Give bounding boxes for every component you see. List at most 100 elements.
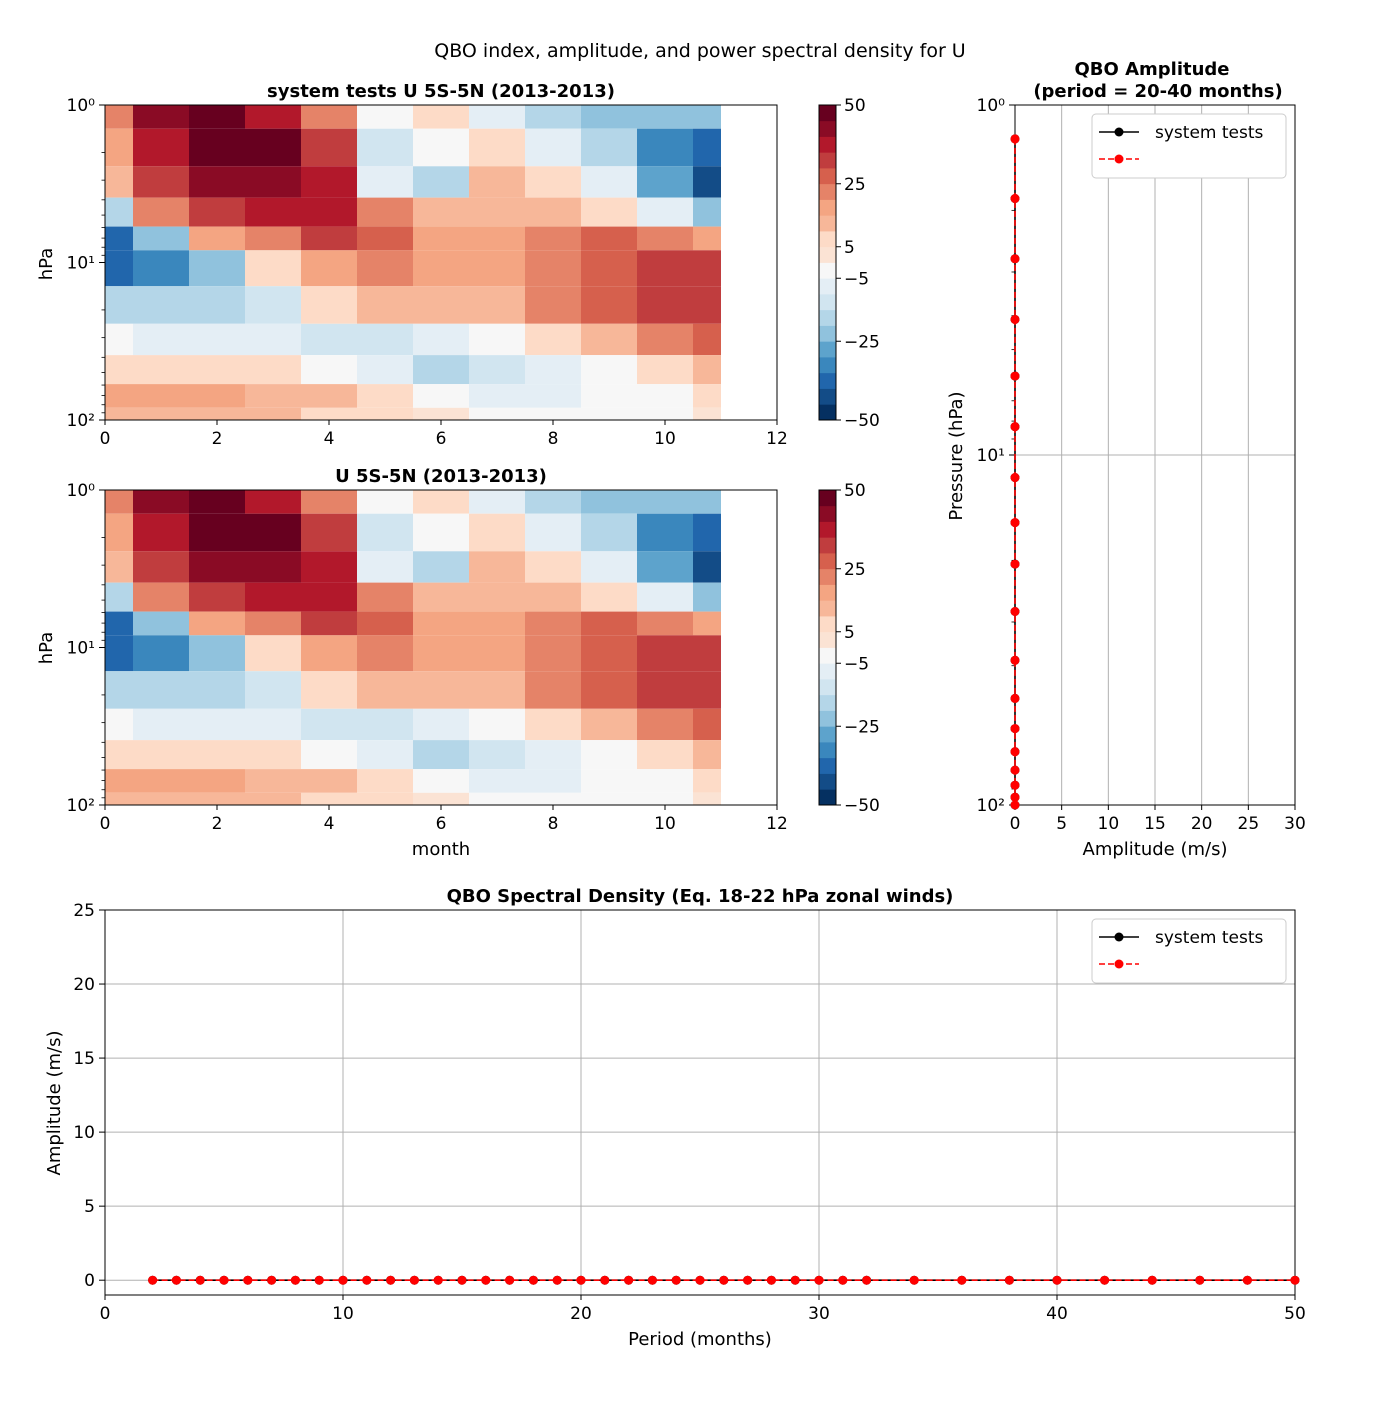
x-tick-label: 0: [100, 1304, 111, 1324]
spectral-point: [219, 1275, 229, 1285]
y-tick-label: 10⁰: [977, 96, 1006, 116]
heatmap-cell: [637, 490, 693, 514]
heatmap-cell: [357, 407, 413, 420]
heatmap-cell: [133, 128, 189, 167]
amplitude-point: [1010, 693, 1020, 703]
heatmap-cell: [357, 286, 413, 324]
heatmap-cell: [105, 226, 133, 251]
heatmap-cell: [189, 197, 245, 227]
heatmap-cell: [693, 551, 721, 583]
heatmap-cell: [581, 128, 637, 167]
colorbar-segment: [819, 553, 836, 570]
y-tick-label: 15: [73, 1049, 95, 1069]
spectral-point: [814, 1275, 824, 1285]
heatmap-cell: [581, 197, 637, 227]
heatmap-cell: [413, 708, 469, 741]
spectral-point: [766, 1275, 776, 1285]
heatmap-cell: [525, 384, 581, 408]
amplitude-point: [1010, 800, 1020, 810]
x-tick-label: 8: [548, 814, 559, 834]
colorbar-frame: [818, 104, 837, 421]
heatmap-cell: [133, 407, 189, 420]
plot-frame: [104, 909, 1296, 1296]
heatmap-cell: [189, 105, 245, 129]
heatmap-cell: [469, 105, 525, 129]
spectral-point: [195, 1275, 205, 1285]
heatmap-cell: [245, 582, 301, 612]
heatmap-cell: [133, 792, 189, 805]
heatmap-cell: [693, 286, 721, 324]
heatmap-cell: [105, 384, 133, 408]
y-tick-label: 0: [84, 1271, 95, 1291]
colorbar-segment: [819, 679, 836, 696]
heatmap-cell: [189, 671, 245, 709]
heatmap-cell: [693, 250, 721, 287]
spectral-point: [862, 1275, 872, 1285]
heatmap-cell: [637, 197, 693, 227]
heatmap-cell: [693, 355, 721, 385]
heatmap-cell: [413, 197, 469, 227]
heatmap-cell: [469, 286, 525, 324]
spectral-point: [790, 1275, 800, 1285]
y-tick-label: 10²: [67, 411, 95, 431]
heatmap-cell: [413, 740, 469, 770]
amplitude-point: [1010, 371, 1020, 381]
heatmap-cell: [581, 105, 637, 129]
heatmap-cell: [357, 166, 413, 198]
heatmap-cell: [525, 166, 581, 198]
heatmap-cell: [245, 226, 301, 251]
heatmap-cell: [189, 792, 245, 805]
spectral-point: [362, 1275, 372, 1285]
heatmap-cell: [581, 708, 637, 741]
heatmap-cell: [105, 769, 133, 793]
x-tick-label: 25: [1238, 814, 1260, 834]
y-tick-label: 10¹: [67, 639, 95, 659]
heatmap-cell: [469, 323, 525, 356]
heatmap-cell: [245, 250, 301, 287]
amplitude-point: [1010, 747, 1020, 757]
heatmap-cell: [693, 582, 721, 612]
heatmap-cell: [357, 582, 413, 612]
spectral-point: [171, 1275, 181, 1285]
heatmap-cell: [525, 551, 581, 583]
heatmap-cell: [525, 250, 581, 287]
x-tick-label: 12: [766, 429, 788, 449]
colorbar-segment: [819, 600, 836, 617]
spectral-point: [600, 1275, 610, 1285]
heatmap-cell: [469, 407, 525, 420]
heatmap-cell: [525, 582, 581, 612]
x-tick-label: 5: [1056, 814, 1067, 834]
colorbar-tick-label: −25: [844, 717, 880, 737]
y-tick-label: 10²: [67, 796, 95, 816]
spectral-point: [409, 1275, 419, 1285]
heatmap-cell: [693, 740, 721, 770]
spectral-point: [1290, 1275, 1300, 1285]
colorbar-segment: [819, 773, 836, 790]
heatmap-cell: [469, 513, 525, 552]
heatmap-cell: [245, 671, 301, 709]
heatmap-cell: [357, 671, 413, 709]
heatmap-cell: [301, 671, 357, 709]
heatmap-cell: [357, 611, 413, 636]
heatmap-cell: [133, 740, 189, 770]
heatmap-cell: [581, 551, 637, 583]
colorbar-tick-label: 5: [844, 623, 855, 643]
heatmap-cell: [413, 611, 469, 636]
colorbar-segment: [819, 262, 836, 279]
y-tick-label: 25: [73, 901, 95, 921]
heatmap-cell: [105, 551, 133, 583]
heatmap-cell: [413, 286, 469, 324]
heatmap-cell: [301, 490, 357, 514]
colorbar-segment: [819, 357, 836, 374]
heatmap-cell: [469, 226, 525, 251]
heatmap-cell: [357, 250, 413, 287]
heatmap-cell: [693, 611, 721, 636]
colorbar-segment: [819, 616, 836, 633]
heatmap-cell: [525, 490, 581, 514]
heatmap-cell: [525, 671, 581, 709]
heatmap-cell: [693, 128, 721, 167]
heatmap-cell: [301, 513, 357, 552]
heatmap-cell: [693, 226, 721, 251]
heatmap-cell: [133, 611, 189, 636]
heatmap-cell: [413, 226, 469, 251]
